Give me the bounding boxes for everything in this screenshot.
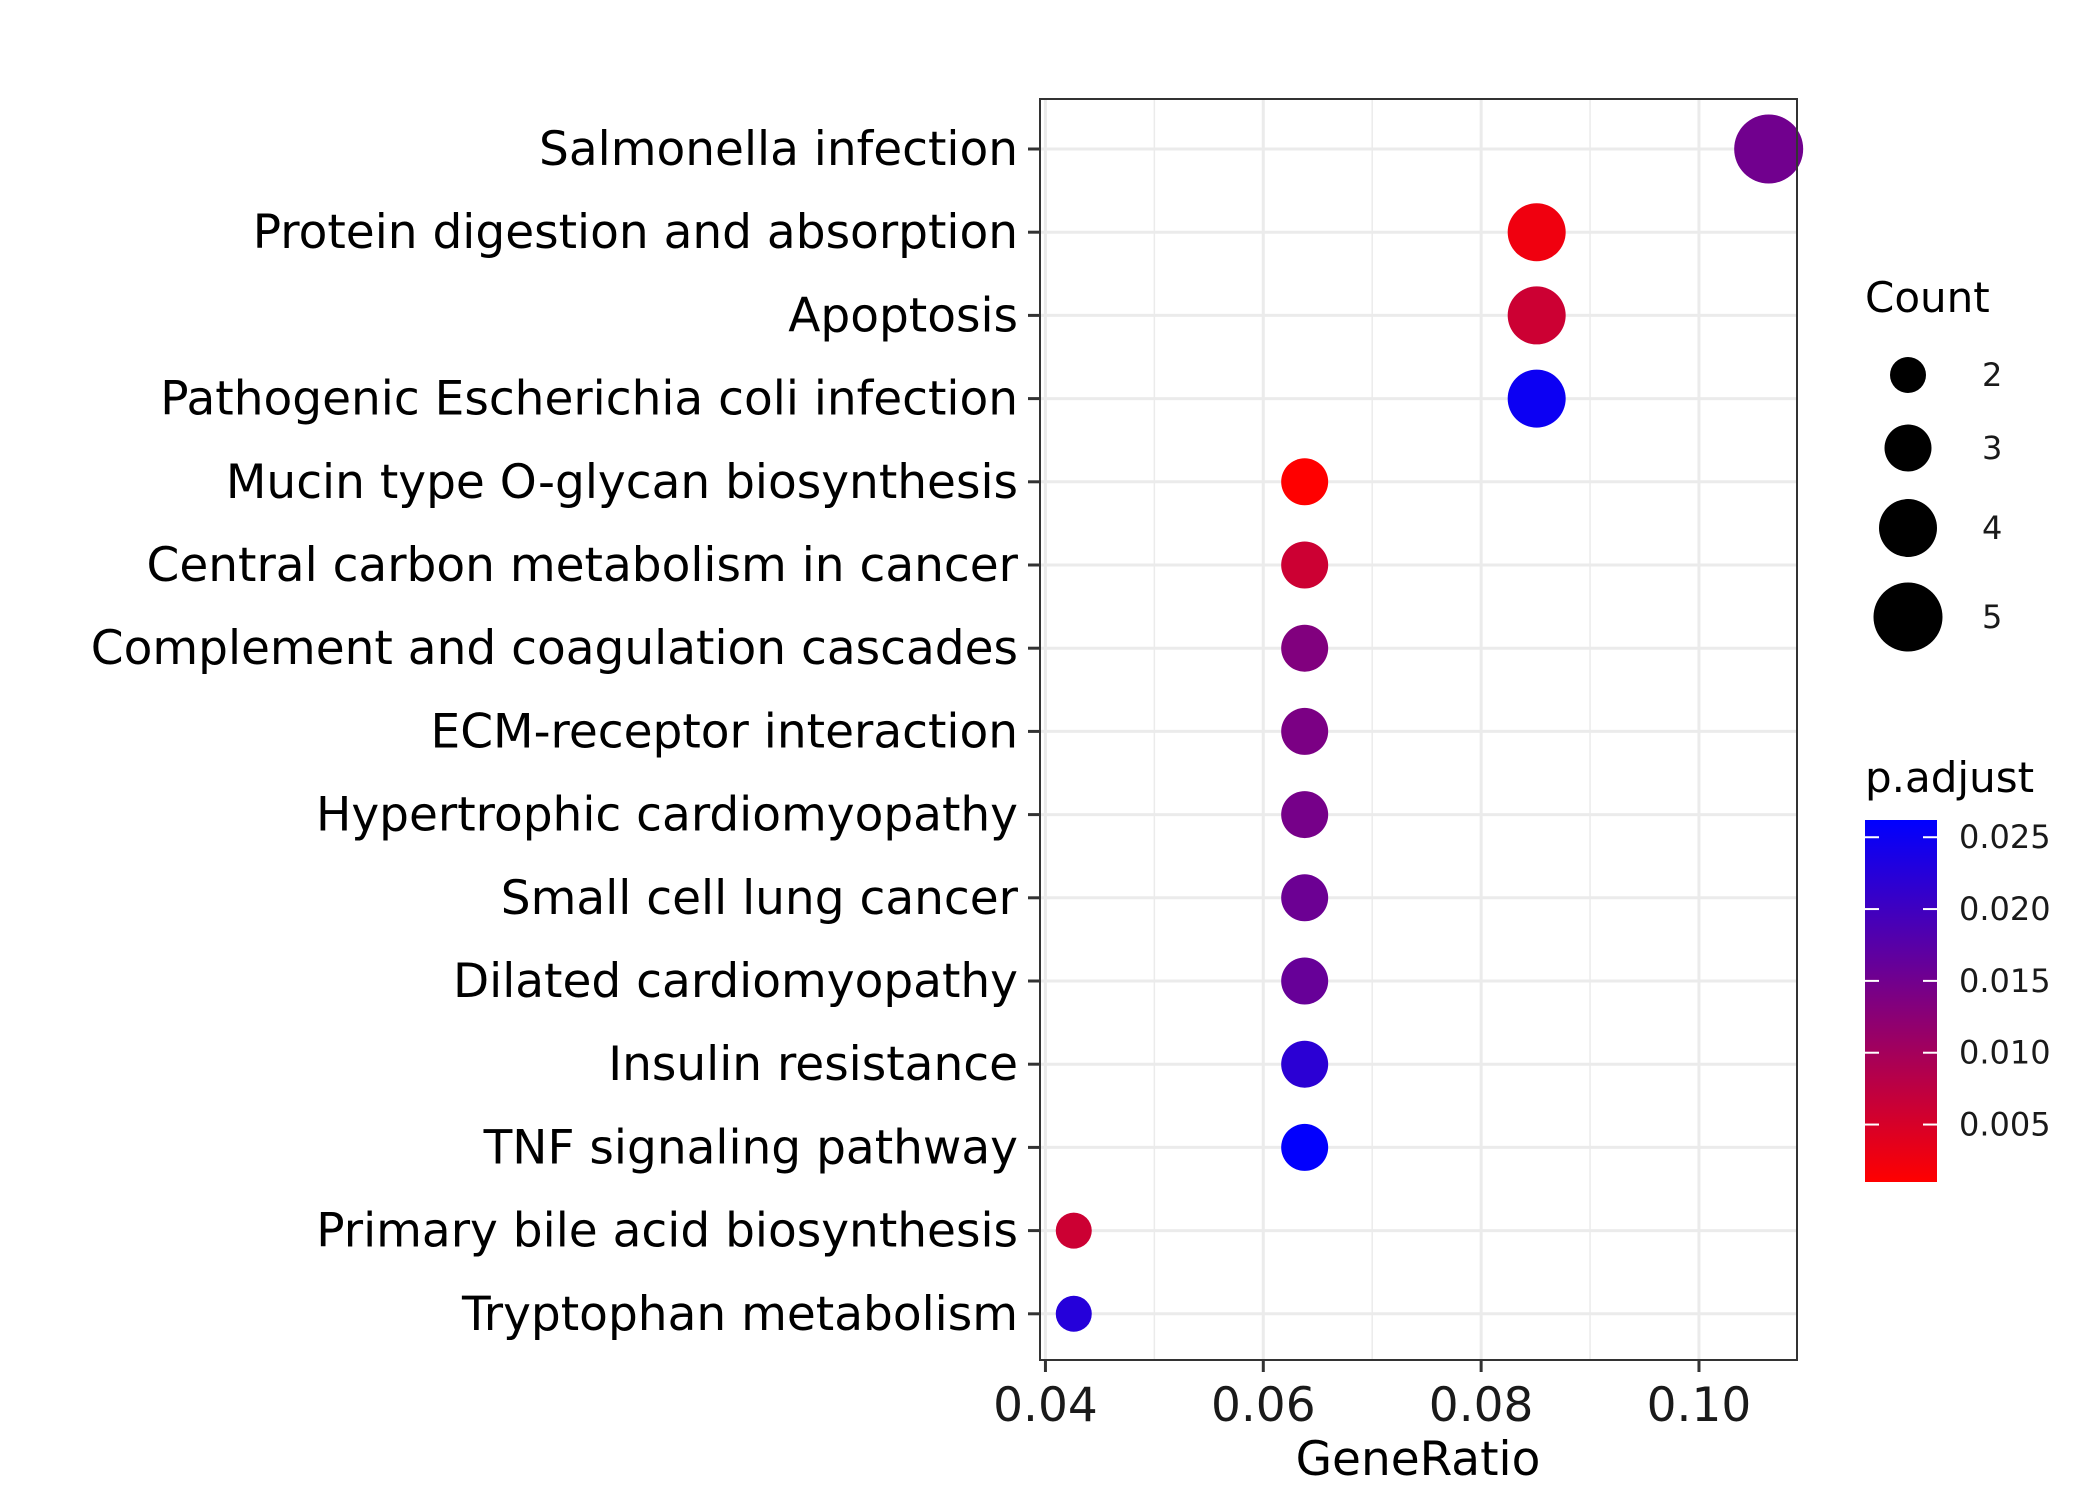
size-legend-label: 5: [1982, 598, 2002, 636]
size-legend-label: 2: [1982, 356, 2002, 394]
color-legend: p.adjust 0.005 0.010 0.015 0.020 0.025: [1865, 753, 2051, 1182]
x-tick-label: 0.04: [993, 1378, 1098, 1433]
color-legend-label: 0.015: [1959, 962, 2051, 1000]
data-point: [1055, 1295, 1092, 1332]
data-point: [1281, 1123, 1329, 1171]
x-tick-label: 0.06: [1211, 1378, 1316, 1433]
data-point: [1281, 791, 1329, 839]
color-legend-label: 0.020: [1959, 890, 2051, 928]
y-category-label: ECM-receptor interaction: [431, 704, 1018, 759]
data-point: [1055, 1212, 1092, 1249]
grid-lines: [1040, 99, 1797, 1360]
y-category-label: Protein digestion and absorption: [253, 205, 1018, 260]
x-axis-title: GeneRatio: [1296, 1432, 1541, 1487]
x-tick-label: 0.10: [1647, 1378, 1752, 1433]
data-point: [1507, 369, 1566, 428]
color-legend-label: 0.010: [1959, 1034, 2051, 1072]
data-point: [1507, 286, 1566, 345]
y-category-label: Dilated cardiomyopathy: [453, 954, 1018, 1009]
y-category-label: Small cell lung cancer: [501, 871, 1019, 926]
color-legend-label: 0.005: [1959, 1106, 2051, 1144]
x-axis: 0.04 0.06 0.08 0.10: [993, 1360, 1751, 1433]
y-category-label: Apoptosis: [788, 288, 1018, 343]
plot-panel-background: [1040, 99, 1797, 1360]
y-category-label: Insulin resistance: [608, 1037, 1018, 1092]
size-legend: Count 2 3 4 5: [1865, 273, 2002, 652]
size-legend-key: [1873, 582, 1943, 652]
y-category-label: Pathogenic Escherichia coli infection: [160, 372, 1018, 427]
size-legend-key: [1890, 357, 1926, 393]
size-legend-label: 4: [1982, 509, 2002, 547]
y-category-label: Mucin type O-glycan biosynthesis: [226, 455, 1018, 510]
y-category-label: Central carbon metabolism in cancer: [147, 538, 1019, 593]
y-category-label: Hypertrophic cardiomyopathy: [316, 788, 1018, 843]
y-category-label: Salmonella infection: [539, 122, 1018, 177]
y-category-label: TNF signaling pathway: [483, 1120, 1018, 1175]
data-point: [1281, 458, 1329, 506]
size-legend-key: [1879, 499, 1937, 557]
data-point: [1734, 114, 1804, 184]
data-point: [1281, 1040, 1329, 1088]
size-legend-title: Count: [1865, 273, 1990, 322]
data-point: [1281, 707, 1329, 755]
size-legend-key: [1884, 424, 1932, 472]
data-point: [1281, 957, 1329, 1005]
y-category-label: Tryptophan metabolism: [461, 1287, 1018, 1342]
data-points: [1055, 114, 1804, 1332]
size-legend-label: 3: [1982, 429, 2002, 467]
data-point: [1281, 541, 1329, 589]
y-category-label: Primary bile acid biosynthesis: [316, 1204, 1018, 1259]
y-category-label: Complement and coagulation cascades: [91, 621, 1018, 676]
color-legend-colorbar: [1865, 820, 1937, 1182]
y-axis: Salmonella infection Protein digestion an…: [91, 122, 1040, 1342]
data-point: [1281, 624, 1329, 672]
x-tick-label: 0.08: [1429, 1378, 1534, 1433]
plot-panel-border: [1039, 98, 1798, 1361]
data-point: [1507, 203, 1566, 262]
data-point: [1281, 874, 1329, 922]
color-legend-title: p.adjust: [1865, 753, 2034, 802]
color-legend-label: 0.025: [1959, 818, 2051, 856]
